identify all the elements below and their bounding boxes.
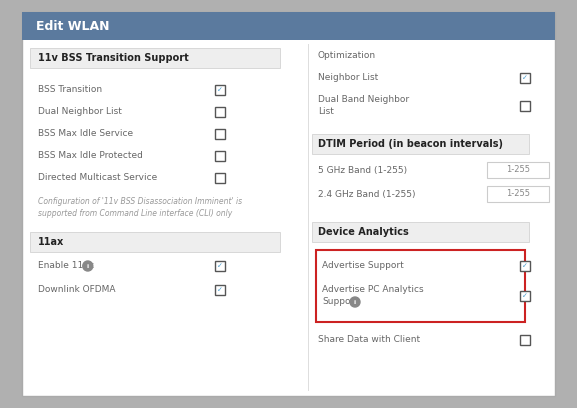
Text: 1-255: 1-255 — [506, 166, 530, 175]
FancyBboxPatch shape — [215, 261, 225, 271]
Text: Directed Multicast Service: Directed Multicast Service — [38, 173, 158, 182]
FancyBboxPatch shape — [487, 186, 549, 202]
FancyBboxPatch shape — [215, 129, 225, 139]
Text: Edit WLAN: Edit WLAN — [36, 20, 110, 33]
Text: BSS Max Idle Protected: BSS Max Idle Protected — [38, 151, 143, 160]
Text: Enable 11ax: Enable 11ax — [38, 262, 94, 271]
Text: BSS Transition: BSS Transition — [38, 86, 102, 95]
Text: 5 GHz Band (1-255): 5 GHz Band (1-255) — [318, 166, 407, 175]
FancyBboxPatch shape — [316, 250, 525, 322]
Text: Dual Band Neighbor: Dual Band Neighbor — [318, 95, 409, 104]
FancyBboxPatch shape — [312, 222, 529, 242]
FancyBboxPatch shape — [520, 291, 530, 301]
FancyBboxPatch shape — [30, 232, 280, 252]
Text: Neighbor List: Neighbor List — [318, 73, 379, 82]
Text: DTIM Period (in beacon intervals): DTIM Period (in beacon intervals) — [318, 139, 503, 149]
FancyBboxPatch shape — [215, 85, 225, 95]
Text: ✓: ✓ — [522, 293, 528, 299]
Text: i: i — [87, 264, 89, 269]
Text: Advertise Support: Advertise Support — [322, 262, 404, 271]
Text: Dual Neighbor List: Dual Neighbor List — [38, 107, 122, 117]
Text: List: List — [318, 107, 334, 117]
Text: Advertise PC Analytics: Advertise PC Analytics — [322, 286, 424, 295]
Text: 11v BSS Transition Support: 11v BSS Transition Support — [38, 53, 189, 63]
Text: ✓: ✓ — [217, 263, 223, 269]
Text: ✓: ✓ — [217, 87, 223, 93]
Text: Share Data with Client: Share Data with Client — [318, 335, 420, 344]
FancyBboxPatch shape — [215, 107, 225, 117]
FancyBboxPatch shape — [30, 48, 280, 68]
FancyBboxPatch shape — [215, 285, 225, 295]
FancyBboxPatch shape — [520, 335, 530, 345]
FancyBboxPatch shape — [520, 101, 530, 111]
Text: Optimization: Optimization — [318, 51, 376, 60]
Text: Device Analytics: Device Analytics — [318, 227, 409, 237]
Text: ✓: ✓ — [522, 263, 528, 269]
Text: Configuration of '11v BSS Disassociation Imminent' is: Configuration of '11v BSS Disassociation… — [38, 197, 242, 206]
Text: 2.4 GHz Band (1-255): 2.4 GHz Band (1-255) — [318, 189, 415, 199]
Text: BSS Max Idle Service: BSS Max Idle Service — [38, 129, 133, 138]
Circle shape — [350, 297, 360, 307]
FancyBboxPatch shape — [487, 162, 549, 178]
Text: i: i — [354, 300, 356, 305]
FancyBboxPatch shape — [22, 12, 555, 40]
Text: supported from Command Line interface (CLI) only: supported from Command Line interface (C… — [38, 208, 233, 217]
FancyBboxPatch shape — [520, 261, 530, 271]
Text: ✓: ✓ — [522, 75, 528, 81]
Text: 1-255: 1-255 — [506, 189, 530, 199]
FancyBboxPatch shape — [312, 134, 529, 154]
FancyBboxPatch shape — [215, 173, 225, 183]
FancyBboxPatch shape — [520, 73, 530, 83]
Text: 11ax: 11ax — [38, 237, 64, 247]
FancyBboxPatch shape — [22, 12, 555, 396]
Circle shape — [83, 261, 93, 271]
Text: Support: Support — [322, 297, 358, 306]
FancyBboxPatch shape — [215, 151, 225, 161]
Text: ✓: ✓ — [217, 287, 223, 293]
Text: Downlink OFDMA: Downlink OFDMA — [38, 286, 115, 295]
